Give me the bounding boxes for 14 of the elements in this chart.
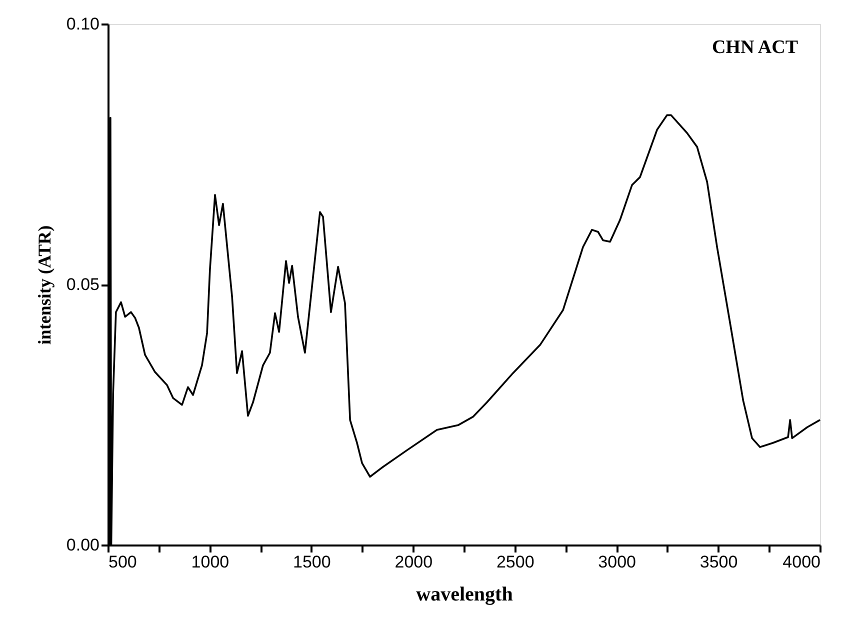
y-axis-title: intensity (ATR) <box>34 225 54 345</box>
y-tick-label: 0.05 <box>66 275 100 294</box>
x-tick-label: 1000 <box>191 552 230 572</box>
y-tick-label: 0.10 <box>66 14 100 34</box>
x-tick-label: 500 <box>108 552 137 572</box>
x-tick-label: 1500 <box>293 552 331 572</box>
x-tick-label: 2500 <box>496 552 534 572</box>
annotation: CHN ACT <box>712 37 798 58</box>
x-tick-label: 3500 <box>700 552 738 572</box>
x-tick-label: 3000 <box>598 552 636 572</box>
x-axis-title: wavelength <box>416 584 513 606</box>
x-tick-label: 2000 <box>394 552 433 572</box>
y-tick-label: 0.00 <box>66 536 100 554</box>
x-tick-label: 4000 <box>782 552 820 572</box>
